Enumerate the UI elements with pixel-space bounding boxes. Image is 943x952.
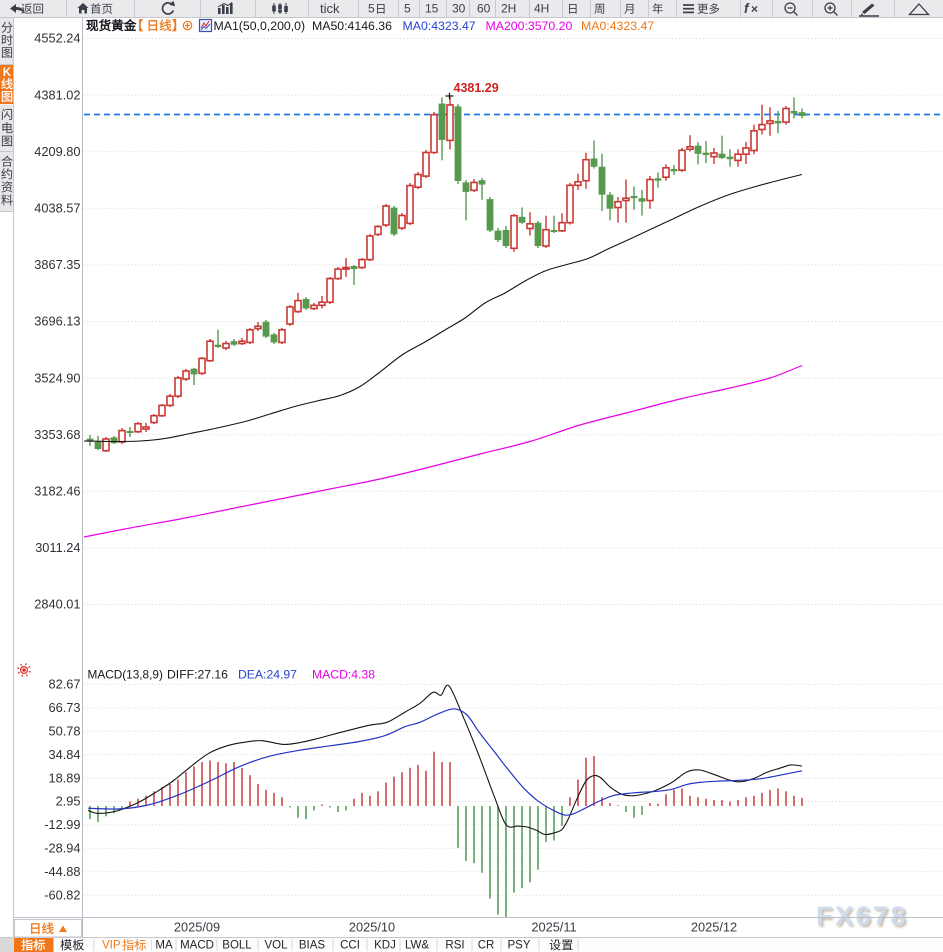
svg-text:CCI: CCI — [340, 940, 360, 952]
svg-text:3011.24: 3011.24 — [35, 540, 80, 555]
svg-text:×: × — [751, 2, 758, 16]
svg-text:MACD(13,8,9): MACD(13,8,9) — [88, 668, 163, 682]
svg-text:-60.82: -60.82 — [44, 887, 80, 902]
svg-text:15: 15 — [425, 2, 439, 16]
svg-text:82.67: 82.67 — [48, 677, 80, 692]
svg-text:2025/09: 2025/09 — [174, 920, 220, 935]
svg-text:2.95: 2.95 — [56, 794, 81, 809]
svg-text:60: 60 — [477, 2, 491, 16]
svg-text:4381.02: 4381.02 — [34, 87, 80, 102]
svg-text:-44.88: -44.88 — [44, 864, 80, 879]
svg-text:VOL: VOL — [264, 940, 288, 952]
svg-text:30: 30 — [452, 2, 466, 16]
svg-text:CR: CR — [478, 940, 495, 952]
svg-text:3182.46: 3182.46 — [34, 484, 80, 499]
svg-text:-28.94: -28.94 — [44, 841, 80, 856]
svg-text:4H: 4H — [534, 2, 549, 16]
svg-text:MA: MA — [155, 940, 173, 952]
svg-text:tick: tick — [320, 1, 340, 16]
svg-text:MA0:4323.47: MA0:4323.47 — [581, 19, 654, 33]
svg-text:18.89: 18.89 — [48, 770, 80, 785]
svg-text:FX678: FX678 — [816, 901, 908, 931]
svg-text:66.73: 66.73 — [48, 700, 80, 715]
svg-text:3524.90: 3524.90 — [34, 370, 80, 385]
svg-text:MA0:4323.47: MA0:4323.47 — [403, 19, 476, 33]
svg-text:RSI: RSI — [445, 940, 464, 952]
svg-text:2025/11: 2025/11 — [531, 920, 576, 935]
svg-text:5: 5 — [404, 2, 411, 16]
svg-text:5: 5 — [368, 2, 375, 16]
svg-text:MACD:4.38: MACD:4.38 — [312, 668, 375, 682]
svg-text:KDJ: KDJ — [374, 940, 396, 952]
svg-text:DEA:24.97: DEA:24.97 — [238, 668, 297, 682]
svg-text:2025/10: 2025/10 — [349, 920, 395, 935]
svg-text:BOLL: BOLL — [222, 940, 252, 952]
svg-text:4038.57: 4038.57 — [34, 201, 80, 216]
svg-text:4209.80: 4209.80 — [34, 144, 80, 159]
svg-text:BIAS: BIAS — [299, 940, 326, 952]
svg-text:4552.24: 4552.24 — [34, 31, 80, 46]
svg-text:3867.35: 3867.35 — [34, 257, 80, 272]
svg-text:PSY: PSY — [507, 940, 530, 952]
svg-text:MACD: MACD — [180, 940, 214, 952]
svg-text:2H: 2H — [501, 2, 516, 16]
svg-text:50.78: 50.78 — [48, 723, 80, 738]
svg-text:3353.68: 3353.68 — [34, 427, 80, 442]
svg-text:3696.13: 3696.13 — [34, 314, 80, 329]
svg-text:MA1(50,0,200,0): MA1(50,0,200,0) — [214, 19, 306, 33]
svg-text:MA200:3570.20: MA200:3570.20 — [486, 19, 573, 33]
svg-text:LW&: LW& — [405, 940, 429, 952]
svg-text:f: f — [744, 1, 750, 16]
svg-text:K: K — [3, 67, 12, 79]
svg-text:-12.99: -12.99 — [44, 817, 80, 832]
svg-text:4381.29: 4381.29 — [454, 81, 499, 95]
svg-text:2025/12: 2025/12 — [691, 920, 737, 935]
svg-text:MA50:4146.36: MA50:4146.36 — [312, 19, 392, 33]
svg-text:2840.01: 2840.01 — [34, 597, 80, 612]
svg-text:DIFF:27.16: DIFF:27.16 — [167, 668, 228, 682]
svg-text:34.84: 34.84 — [48, 747, 80, 762]
svg-text:VIP: VIP — [102, 940, 121, 952]
